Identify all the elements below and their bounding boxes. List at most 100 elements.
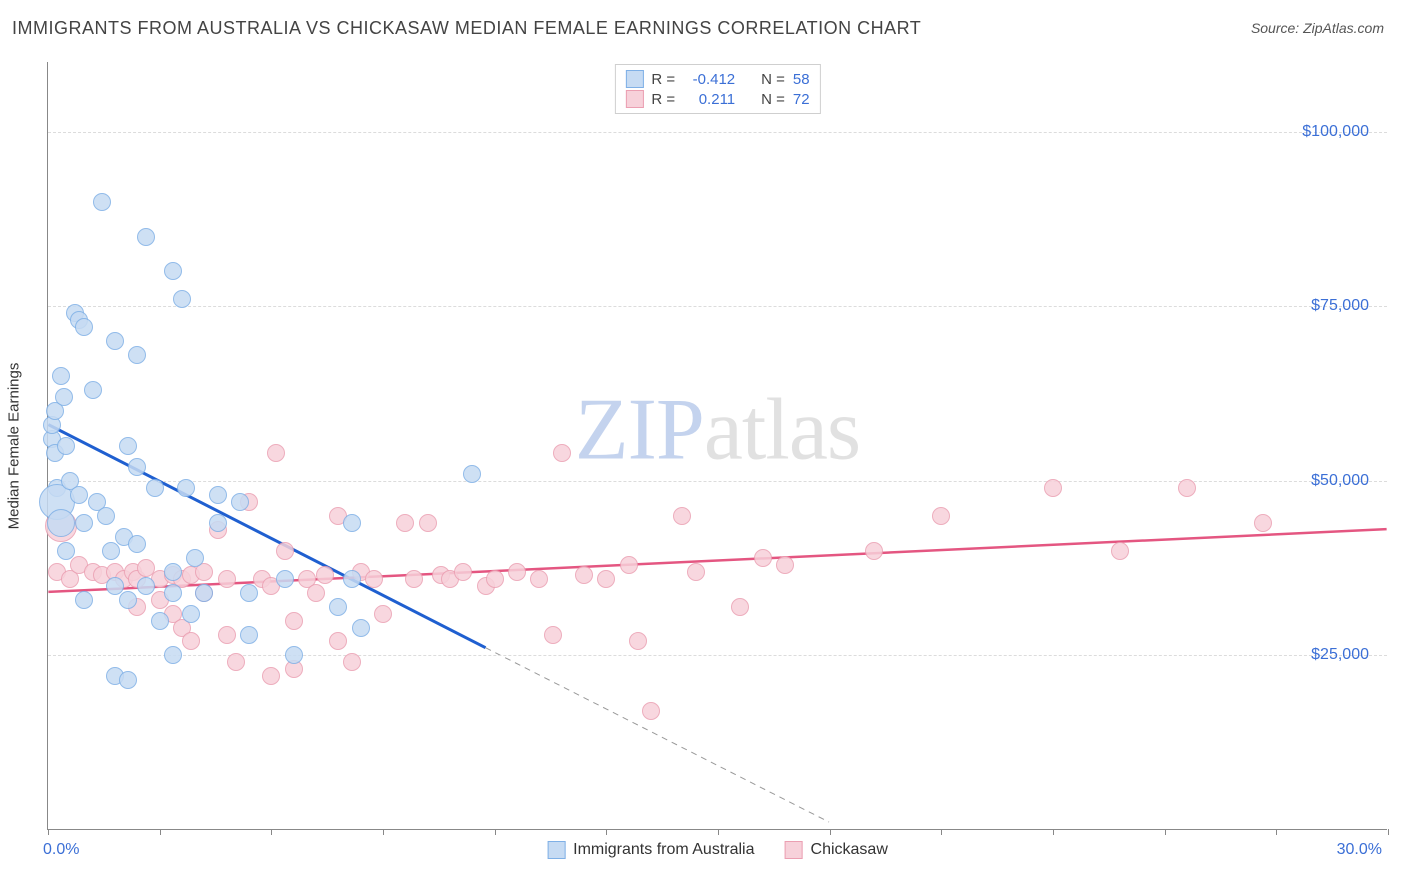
y-axis-title: Median Female Earnings — [6, 363, 23, 530]
data-point — [629, 632, 647, 650]
chart-title: IMMIGRANTS FROM AUSTRALIA VS CHICKASAW M… — [12, 18, 921, 39]
data-point — [70, 486, 88, 504]
y-tick-label: $25,000 — [1311, 646, 1369, 664]
data-point — [57, 542, 75, 560]
data-point — [865, 542, 883, 560]
legend-row: R = 0.211N = 72 — [625, 89, 809, 109]
data-point — [119, 437, 137, 455]
data-point — [218, 570, 236, 588]
data-point — [276, 542, 294, 560]
data-point — [75, 591, 93, 609]
data-point — [932, 507, 950, 525]
legend-row: R = -0.412N = 58 — [625, 69, 809, 89]
data-point — [343, 653, 361, 671]
data-point — [164, 584, 182, 602]
x-axis-max-label: 30.0% — [1337, 841, 1382, 859]
legend-swatch — [547, 841, 565, 859]
legend-series: Immigrants from Australia Chickasaw — [547, 841, 888, 859]
data-point — [276, 570, 294, 588]
data-point — [137, 577, 155, 595]
data-point — [486, 570, 504, 588]
data-point — [329, 632, 347, 650]
x-tick — [941, 829, 942, 835]
data-point — [352, 619, 370, 637]
data-point — [240, 584, 258, 602]
legend-swatch — [785, 841, 803, 859]
data-point — [454, 563, 472, 581]
x-axis-min-label: 0.0% — [43, 841, 79, 859]
data-point — [55, 388, 73, 406]
data-point — [262, 667, 280, 685]
data-point — [620, 556, 638, 574]
data-point — [93, 193, 111, 211]
data-point — [1111, 542, 1129, 560]
gridline — [48, 132, 1387, 133]
data-point — [97, 507, 115, 525]
data-point — [128, 458, 146, 476]
data-point — [673, 507, 691, 525]
x-tick — [495, 829, 496, 835]
data-point — [75, 318, 93, 336]
data-point — [177, 479, 195, 497]
data-point — [182, 632, 200, 650]
data-point — [329, 598, 347, 616]
data-point — [227, 653, 245, 671]
data-point — [186, 549, 204, 567]
data-point — [164, 646, 182, 664]
data-point — [365, 570, 383, 588]
data-point — [164, 262, 182, 280]
legend-item: Chickasaw — [785, 841, 888, 859]
data-point — [195, 584, 213, 602]
watermark: ZIPatlas — [575, 380, 860, 481]
x-tick — [606, 829, 607, 835]
trend-lines — [48, 62, 1387, 829]
data-point — [128, 346, 146, 364]
data-point — [267, 444, 285, 462]
data-point — [84, 381, 102, 399]
data-point — [687, 563, 705, 581]
data-point — [316, 566, 334, 584]
x-tick — [48, 829, 49, 835]
y-tick-label: $75,000 — [1311, 297, 1369, 315]
data-point — [776, 556, 794, 574]
data-point — [1044, 479, 1062, 497]
x-tick — [1053, 829, 1054, 835]
data-point — [182, 605, 200, 623]
legend-swatch — [625, 90, 643, 108]
data-point — [47, 509, 75, 537]
y-tick-label: $50,000 — [1311, 472, 1369, 490]
data-point — [343, 570, 361, 588]
chart-plot-area: ZIPatlas R = -0.412N = 58R = 0.211N = 72… — [47, 62, 1387, 830]
data-point — [102, 542, 120, 560]
data-point — [164, 563, 182, 581]
data-point — [1254, 514, 1272, 532]
gridline — [48, 655, 1387, 656]
data-point — [128, 535, 146, 553]
data-point — [419, 514, 437, 532]
legend-item: Immigrants from Australia — [547, 841, 754, 859]
source-label: Source: ZipAtlas.com — [1251, 20, 1384, 36]
x-tick — [718, 829, 719, 835]
x-tick — [271, 829, 272, 835]
data-point — [57, 437, 75, 455]
data-point — [106, 577, 124, 595]
data-point — [374, 605, 392, 623]
x-tick — [1276, 829, 1277, 835]
data-point — [75, 514, 93, 532]
data-point — [119, 671, 137, 689]
data-point — [209, 514, 227, 532]
data-point — [173, 290, 191, 308]
data-point — [754, 549, 772, 567]
data-point — [508, 563, 526, 581]
legend-swatch — [625, 70, 643, 88]
data-point — [146, 479, 164, 497]
data-point — [209, 486, 227, 504]
data-point — [544, 626, 562, 644]
data-point — [597, 570, 615, 588]
data-point — [396, 514, 414, 532]
data-point — [285, 646, 303, 664]
data-point — [218, 626, 236, 644]
x-tick — [383, 829, 384, 835]
data-point — [642, 702, 660, 720]
data-point — [343, 514, 361, 532]
